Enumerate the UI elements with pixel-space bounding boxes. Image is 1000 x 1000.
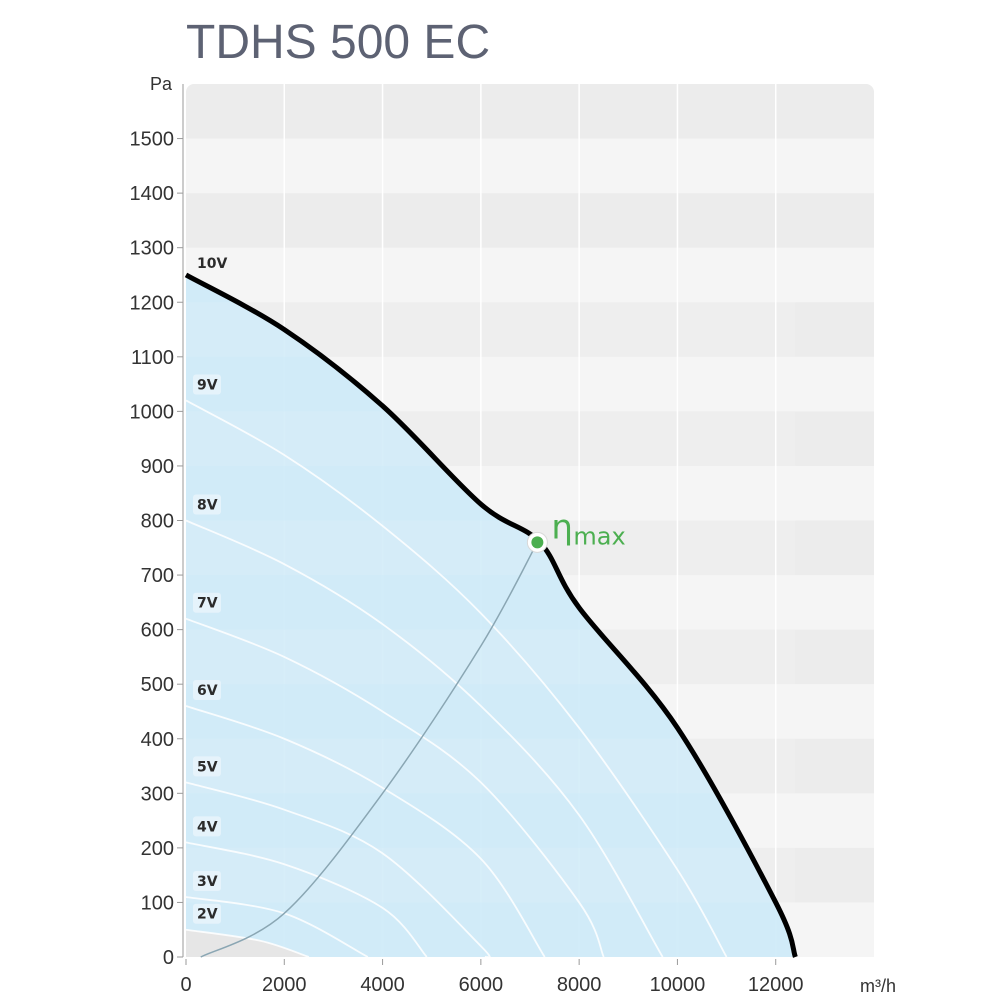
voltage-label-text: 8V <box>197 498 218 514</box>
x-tick-label: 12000 <box>748 974 804 996</box>
voltage-label-text: 9V <box>197 377 218 393</box>
series-line-2v <box>185 928 310 958</box>
x-tick-label: 10000 <box>650 974 706 996</box>
efficiency-point <box>531 536 544 549</box>
y-tick-label: 1300 <box>130 238 175 260</box>
series-line-8v <box>185 519 664 958</box>
y-tick-label: 0 <box>163 947 174 969</box>
series-line-9v <box>185 399 728 958</box>
y-tick-label: 100 <box>141 892 174 914</box>
voltage-label-7v: 7V <box>193 592 221 613</box>
fill-band <box>186 847 796 903</box>
efficiency-annotation: η max <box>526 507 626 553</box>
series-line-4v <box>185 841 428 958</box>
grid-band <box>186 138 874 194</box>
voltage-label-bg <box>193 756 221 777</box>
x-tick-label: 0 <box>180 974 191 996</box>
y-tick-label: 1500 <box>130 129 175 151</box>
x-axis-unit: m³/h <box>860 976 896 996</box>
voltage-label-bg <box>193 816 221 837</box>
voltage-curves <box>185 399 728 959</box>
y-tick-label: 200 <box>141 838 174 860</box>
efficiency-curve <box>200 541 539 958</box>
x-tick-label: 8000 <box>557 974 602 996</box>
efficiency-label: η <box>551 507 573 547</box>
axes: 0 100 200 300 400 500 600 700 800 900 1000 1100 1200… <box>130 84 804 996</box>
x-tick-label: 4000 <box>360 974 405 996</box>
y-tick-label: 300 <box>141 783 174 805</box>
voltage-label-10v: 10V <box>197 256 227 272</box>
fill-band <box>186 520 796 576</box>
voltage-label-bg <box>193 494 221 515</box>
efficiency-label-subscript: max <box>573 522 625 550</box>
x-tick-label: 6000 <box>459 974 504 996</box>
fill-band <box>186 411 796 466</box>
series-line-6v <box>185 705 546 958</box>
y-tick-label: 800 <box>141 511 174 533</box>
x-tick-label: 2000 <box>262 974 307 996</box>
voltage-label-text: 2V <box>197 907 218 923</box>
voltage-label-bg <box>193 870 221 891</box>
y-tick-label: 900 <box>141 456 174 478</box>
y-tick-label: 700 <box>141 565 174 587</box>
series-line-5v <box>185 781 491 959</box>
stripe-overlay <box>186 302 796 957</box>
voltage-label-bg <box>193 374 221 395</box>
voltage-label-text: 6V <box>197 683 218 699</box>
y-tick-label: 500 <box>141 674 174 696</box>
voltage-label-text: 3V <box>197 874 218 890</box>
voltage-label-text: 10V <box>197 256 227 272</box>
voltage-label-text: 7V <box>197 596 218 612</box>
voltage-label-3v: 3V <box>193 870 221 891</box>
fill-band <box>186 738 796 794</box>
fill-band <box>186 302 796 357</box>
voltage-label-6v: 6V <box>193 680 221 701</box>
voltage-label-bg <box>193 903 221 924</box>
y-axis-unit: Pa <box>150 74 173 94</box>
y-tick-label: 1000 <box>130 401 175 423</box>
voltage-label-9v: 9V <box>193 374 221 395</box>
y-tick-label: 1100 <box>131 347 174 369</box>
voltage-label-text: 5V <box>197 759 218 775</box>
chart-title: TDHS 500 EC <box>186 16 490 69</box>
operating-area-fill <box>186 274 796 957</box>
voltage-label-4v: 4V <box>193 816 221 837</box>
y-tick-label: 1200 <box>130 292 175 314</box>
voltage-label-bg <box>193 592 221 613</box>
voltage-label-text: 4V <box>197 819 218 835</box>
y-tick-label: 600 <box>141 620 174 642</box>
y-tick-label: 400 <box>141 729 174 751</box>
y-tick-label: 1400 <box>130 183 175 205</box>
fill-band <box>186 629 796 685</box>
voltage-label-8v: 8V <box>193 494 221 515</box>
voltage-label-bg <box>193 680 221 701</box>
voltage-label-2v: 2V <box>193 903 221 924</box>
voltage-labels: 10V 9V 8V 7V 6V 5V 4V 3V 2V <box>193 256 227 924</box>
voltage-label-5v: 5V <box>193 756 221 777</box>
series-line-7v <box>185 617 605 958</box>
grid-band <box>186 247 874 303</box>
